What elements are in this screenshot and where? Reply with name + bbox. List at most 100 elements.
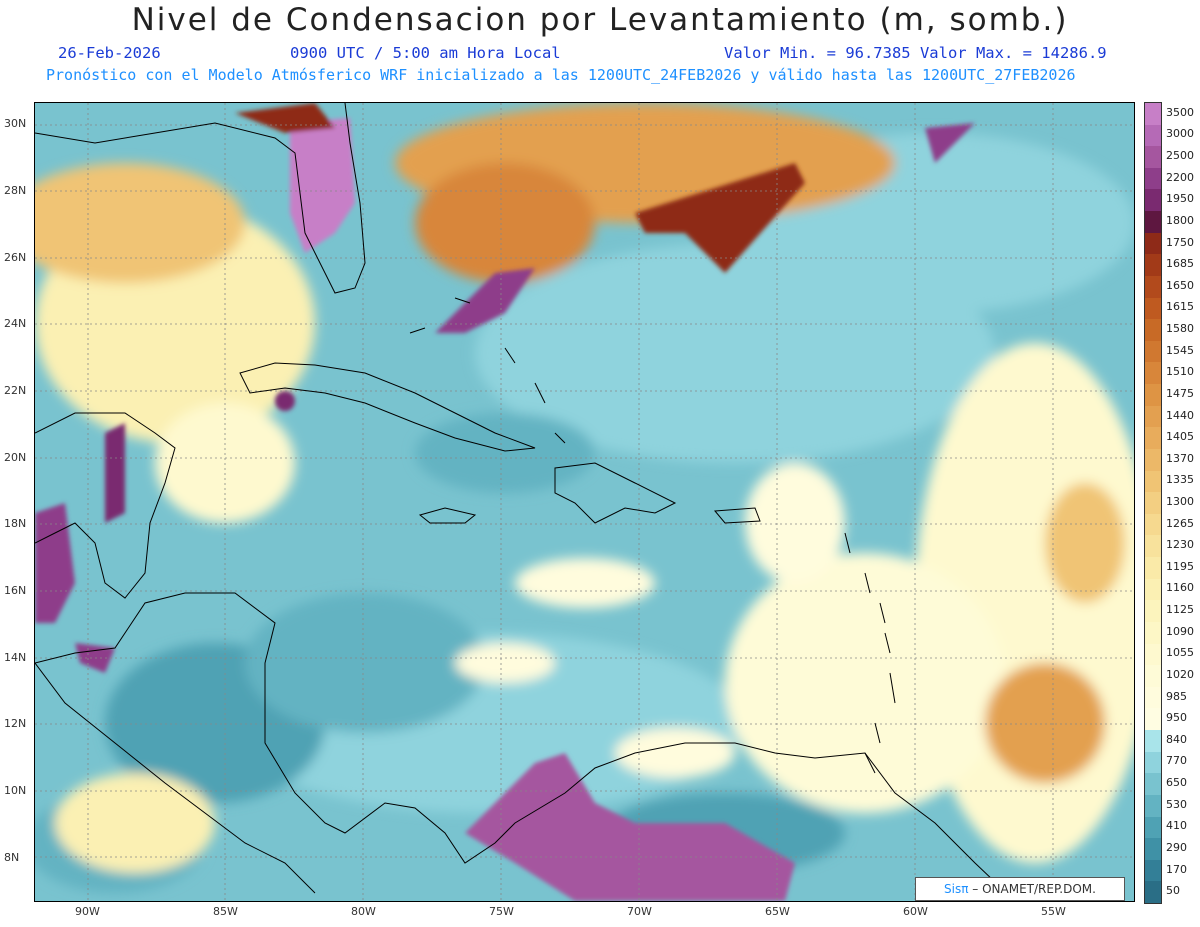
colorbar-label: 2200 [1166, 170, 1194, 184]
lon-label: 65W [765, 905, 790, 918]
colorbar-label: 1615 [1166, 300, 1194, 314]
colorbar-label: 1545 [1166, 343, 1194, 357]
colorbar-label: 1160 [1166, 581, 1194, 595]
colorbar-segment [1145, 794, 1161, 817]
colorbar-label: 1750 [1166, 235, 1194, 249]
map-title: Nivel de Condensacion por Levantamiento … [131, 2, 1069, 38]
colorbar-label: 650 [1166, 776, 1187, 790]
colorbar-segment [1145, 730, 1161, 753]
colorbar-segment [1145, 535, 1161, 558]
colorbar-label: 1125 [1166, 603, 1194, 617]
lat-label: 16N [4, 584, 27, 597]
lon-label: 75W [489, 905, 514, 918]
colorbar-label: 1685 [1166, 257, 1194, 271]
colorbar-segment [1145, 448, 1161, 472]
colorbar-segment [1145, 340, 1161, 363]
colorbar-label: 1950 [1166, 192, 1194, 206]
credit-org: – ONAMET/REP.DOM. [968, 882, 1096, 896]
colorbar-segment [1145, 275, 1161, 299]
colorbar-segment [1145, 470, 1161, 493]
colorbar-label: 1580 [1166, 322, 1194, 336]
colorbar-label: 1055 [1166, 646, 1194, 660]
colorbar-segment [1145, 405, 1161, 428]
lcl-map [34, 102, 1135, 902]
colorbar-label: 1195 [1166, 559, 1194, 573]
lat-label: 20N [4, 451, 27, 464]
lon-label: 85W [213, 905, 238, 918]
date-label: 26-Feb-2026 [58, 44, 161, 62]
lat-label: 12N [4, 717, 27, 730]
lat-label: 22N [4, 384, 27, 397]
colorbar-label: 290 [1166, 840, 1187, 854]
colorbar-segment [1145, 427, 1161, 450]
lat-label: 10N [4, 784, 27, 797]
colorbar [1144, 102, 1162, 904]
lat-label: 28N [4, 184, 27, 197]
credit-box: Sisπ – ONAMET/REP.DOM. [915, 877, 1125, 901]
colorbar-segment [1145, 146, 1161, 169]
lat-label: 18N [4, 517, 27, 530]
lon-label: 70W [627, 905, 652, 918]
colorbar-label: 985 [1166, 689, 1187, 703]
colorbar-label: 2500 [1166, 149, 1194, 163]
colorbar-label: 1475 [1166, 386, 1194, 400]
colorbar-segment [1145, 232, 1161, 255]
colorbar-segment [1145, 492, 1161, 515]
colorbar-segment [1145, 254, 1161, 277]
colorbar-segment [1145, 189, 1161, 212]
colorbar-label: 1300 [1166, 495, 1194, 508]
colorbar-label: 50 [1166, 884, 1180, 898]
colorbar-label: 3000 [1166, 127, 1194, 141]
colorbar-segment [1145, 816, 1161, 839]
forecast-label: Pronóstico con el Modelo Atmósferico WRF… [46, 66, 1076, 84]
colorbar-segment [1145, 686, 1161, 709]
colorbar-label: 3500 [1166, 105, 1194, 119]
colorbar-label: 1510 [1166, 365, 1194, 379]
lat-label: 14N [4, 651, 27, 664]
colorbar-segment [1145, 643, 1161, 666]
colorbar-segment [1145, 319, 1161, 342]
colorbar-segment [1145, 600, 1161, 623]
colorbar-segment [1145, 384, 1161, 407]
colorbar-segment [1145, 513, 1161, 536]
colorbar-segment [1145, 362, 1161, 385]
colorbar-segment [1145, 167, 1161, 190]
colorbar-segment [1145, 621, 1161, 645]
lat-label: 30N [4, 117, 27, 130]
colorbar-segment [1145, 773, 1161, 796]
colorbar-label: 530 [1166, 797, 1187, 811]
lat-label: 26N [4, 251, 27, 264]
colorbar-segment [1145, 708, 1161, 731]
colorbar-segment [1145, 578, 1161, 601]
colorbar-segment [1145, 297, 1161, 320]
colorbar-label: 1650 [1166, 278, 1194, 292]
credit-brand: Sisπ [944, 882, 969, 896]
colorbar-segment [1145, 103, 1161, 126]
time-label: 0900 UTC / 5:00 am Hora Local [290, 44, 561, 62]
colorbar-label: 1265 [1166, 516, 1194, 530]
colorbar-label: 1230 [1166, 538, 1194, 552]
colorbar-label: 840 [1166, 732, 1187, 746]
colorbar-segment [1145, 557, 1161, 580]
lon-label: 55W [1041, 905, 1066, 918]
colorbar-segment [1145, 124, 1161, 147]
colorbar-label: 1800 [1166, 213, 1194, 227]
min-max-label: Valor Min. = 96.7385 Valor Max. = 14286.… [724, 44, 1107, 62]
colorbar-segment [1145, 881, 1161, 904]
colorbar-label: 1370 [1166, 451, 1194, 465]
colorbar-label: 170 [1166, 862, 1187, 876]
colorbar-label: 410 [1166, 819, 1187, 833]
lat-label: 8N [4, 851, 20, 864]
colorbar-label: 770 [1166, 754, 1187, 768]
colorbar-label: 1405 [1166, 430, 1194, 444]
colorbar-segment [1145, 859, 1161, 882]
colorbar-label: 1335 [1166, 473, 1194, 487]
lat-label: 24N [4, 317, 27, 330]
colorbar-segment [1145, 751, 1161, 774]
lon-label: 80W [351, 905, 376, 918]
lon-label: 90W [75, 905, 100, 918]
colorbar-segment [1145, 665, 1161, 688]
colorbar-segment [1145, 211, 1161, 234]
colorbar-segment [1145, 838, 1161, 861]
lon-label: 60W [903, 905, 928, 918]
